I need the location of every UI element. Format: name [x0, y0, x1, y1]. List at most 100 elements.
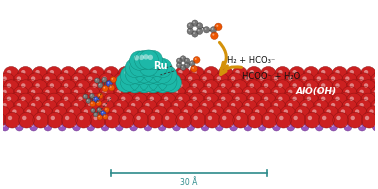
Circle shape [278, 83, 283, 88]
Circle shape [79, 102, 84, 107]
Circle shape [93, 92, 95, 94]
Circle shape [372, 91, 378, 98]
Circle shape [85, 73, 100, 89]
Circle shape [367, 97, 375, 105]
Circle shape [162, 76, 167, 82]
Circle shape [328, 77, 336, 85]
Circle shape [250, 119, 252, 121]
Circle shape [363, 117, 370, 125]
Circle shape [3, 93, 19, 109]
Circle shape [172, 123, 180, 131]
Circle shape [69, 99, 71, 101]
Circle shape [22, 116, 26, 120]
Circle shape [246, 80, 262, 96]
Circle shape [96, 97, 104, 105]
Circle shape [101, 123, 109, 131]
Circle shape [102, 112, 103, 113]
Circle shape [16, 106, 19, 108]
Circle shape [370, 99, 378, 115]
Circle shape [39, 97, 46, 105]
Circle shape [236, 119, 238, 121]
Circle shape [316, 106, 318, 108]
Circle shape [121, 83, 125, 88]
Circle shape [178, 83, 183, 88]
Circle shape [74, 103, 78, 107]
Circle shape [157, 104, 165, 112]
Circle shape [91, 103, 99, 111]
Circle shape [56, 99, 72, 115]
Circle shape [322, 89, 327, 94]
Circle shape [83, 94, 88, 99]
Circle shape [196, 110, 203, 118]
Circle shape [359, 103, 364, 107]
Circle shape [153, 74, 172, 93]
Circle shape [341, 109, 345, 114]
Circle shape [107, 119, 110, 121]
Circle shape [202, 103, 207, 107]
Circle shape [15, 123, 23, 131]
Circle shape [143, 64, 163, 83]
Circle shape [167, 84, 175, 92]
Circle shape [249, 70, 254, 74]
Circle shape [155, 99, 157, 101]
Circle shape [355, 85, 357, 88]
Circle shape [185, 59, 187, 61]
Circle shape [48, 117, 56, 125]
Circle shape [314, 91, 322, 98]
Circle shape [178, 70, 183, 74]
Circle shape [83, 99, 85, 101]
Circle shape [285, 99, 300, 115]
Circle shape [266, 106, 282, 122]
Circle shape [289, 80, 305, 96]
Circle shape [12, 109, 17, 114]
Circle shape [127, 96, 131, 101]
Circle shape [150, 105, 152, 107]
Circle shape [260, 67, 276, 82]
Circle shape [303, 112, 305, 114]
Circle shape [242, 73, 257, 89]
Circle shape [170, 99, 186, 115]
Circle shape [107, 82, 109, 84]
Circle shape [215, 123, 223, 131]
Circle shape [208, 116, 212, 120]
Circle shape [88, 125, 91, 127]
Circle shape [37, 79, 53, 95]
Circle shape [147, 99, 163, 115]
Circle shape [65, 116, 69, 120]
Circle shape [228, 86, 243, 102]
Circle shape [377, 117, 378, 125]
Circle shape [293, 102, 298, 107]
Circle shape [271, 77, 279, 85]
Circle shape [330, 110, 338, 118]
Circle shape [41, 109, 45, 114]
Circle shape [133, 99, 149, 115]
Circle shape [64, 92, 67, 94]
Circle shape [55, 96, 59, 101]
Circle shape [60, 67, 76, 82]
Circle shape [134, 55, 139, 61]
Circle shape [71, 104, 79, 112]
Circle shape [63, 103, 71, 111]
Circle shape [127, 99, 143, 115]
Circle shape [336, 92, 338, 94]
Circle shape [31, 103, 36, 107]
Circle shape [132, 67, 148, 82]
Circle shape [0, 73, 15, 89]
Circle shape [93, 112, 98, 117]
Circle shape [236, 89, 241, 94]
Circle shape [297, 85, 299, 88]
Circle shape [173, 106, 175, 108]
Circle shape [157, 78, 163, 83]
Circle shape [62, 112, 77, 128]
Circle shape [174, 90, 178, 94]
Circle shape [98, 109, 99, 110]
Circle shape [149, 117, 156, 125]
Circle shape [291, 103, 299, 111]
Circle shape [86, 91, 94, 98]
Circle shape [200, 91, 208, 98]
Circle shape [73, 79, 76, 81]
Circle shape [184, 96, 188, 101]
Circle shape [245, 79, 247, 81]
Circle shape [279, 102, 284, 107]
Circle shape [346, 67, 362, 82]
